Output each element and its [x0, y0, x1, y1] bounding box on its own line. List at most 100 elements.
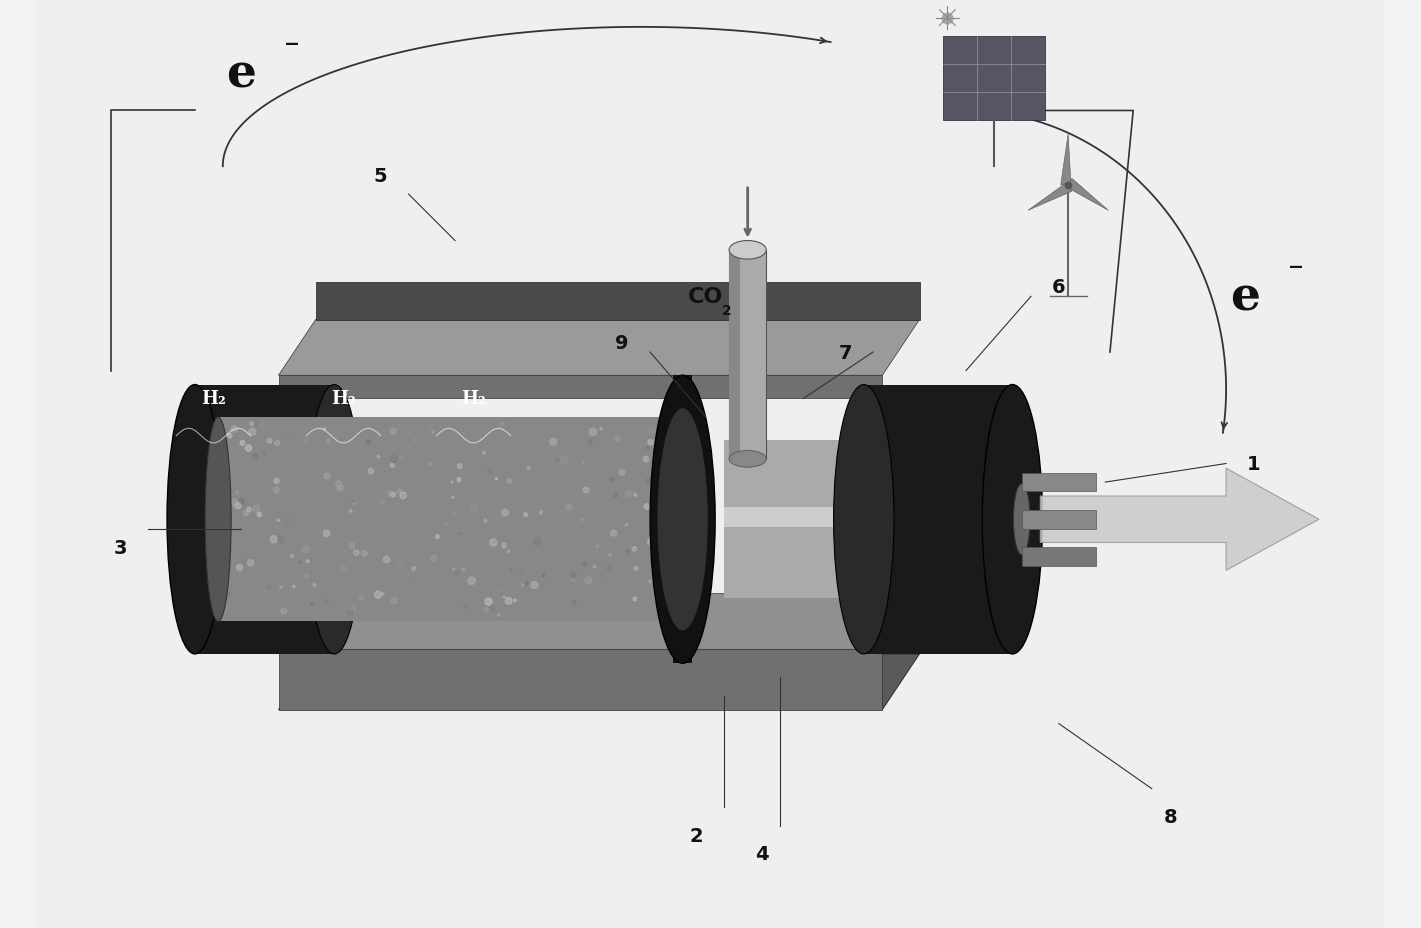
Circle shape: [358, 595, 364, 601]
Text: 2: 2: [722, 303, 732, 318]
Circle shape: [468, 577, 475, 585]
Circle shape: [311, 602, 313, 605]
Circle shape: [507, 550, 510, 553]
Circle shape: [247, 508, 252, 512]
FancyBboxPatch shape: [340, 418, 364, 622]
Circle shape: [277, 520, 280, 522]
Circle shape: [458, 478, 460, 482]
Polygon shape: [942, 37, 1044, 121]
Circle shape: [350, 510, 352, 512]
Circle shape: [607, 567, 611, 571]
Circle shape: [647, 479, 651, 484]
Circle shape: [267, 586, 271, 589]
Circle shape: [246, 445, 252, 452]
Text: 4: 4: [755, 844, 769, 863]
Circle shape: [391, 493, 395, 497]
Circle shape: [377, 456, 379, 458]
Text: 1: 1: [1248, 455, 1260, 473]
Circle shape: [583, 562, 587, 566]
Circle shape: [490, 605, 495, 611]
Point: [936, 11, 959, 26]
FancyBboxPatch shape: [195, 418, 219, 622]
Point: [1057, 178, 1080, 193]
Circle shape: [250, 422, 253, 426]
Circle shape: [361, 551, 367, 557]
FancyBboxPatch shape: [581, 418, 605, 622]
Circle shape: [415, 439, 418, 442]
Circle shape: [610, 478, 614, 483]
Circle shape: [381, 593, 384, 596]
Circle shape: [659, 542, 662, 546]
Circle shape: [307, 561, 310, 563]
FancyBboxPatch shape: [412, 418, 436, 622]
Circle shape: [463, 569, 465, 571]
Circle shape: [522, 585, 524, 586]
Circle shape: [335, 482, 341, 487]
Circle shape: [634, 566, 638, 571]
Circle shape: [594, 565, 597, 568]
Circle shape: [537, 509, 540, 513]
Circle shape: [556, 458, 558, 462]
Circle shape: [298, 561, 301, 564]
Circle shape: [571, 600, 576, 605]
Circle shape: [327, 440, 331, 444]
Text: e: e: [226, 51, 256, 97]
FancyBboxPatch shape: [243, 418, 267, 622]
Circle shape: [227, 434, 232, 438]
Ellipse shape: [183, 418, 206, 622]
Text: H₂: H₂: [462, 390, 486, 408]
Circle shape: [485, 520, 487, 522]
Circle shape: [287, 434, 293, 439]
Circle shape: [276, 526, 279, 529]
Circle shape: [408, 582, 411, 585]
Ellipse shape: [657, 408, 708, 631]
Circle shape: [402, 495, 406, 500]
Circle shape: [503, 546, 506, 548]
FancyBboxPatch shape: [315, 418, 340, 622]
Circle shape: [306, 574, 308, 578]
Circle shape: [223, 584, 227, 588]
Circle shape: [360, 513, 364, 517]
Circle shape: [644, 504, 649, 509]
Circle shape: [647, 447, 648, 449]
Circle shape: [230, 553, 233, 556]
Circle shape: [487, 441, 490, 443]
Circle shape: [614, 494, 618, 497]
FancyBboxPatch shape: [533, 418, 557, 622]
Circle shape: [583, 462, 584, 464]
Polygon shape: [279, 376, 882, 399]
FancyBboxPatch shape: [630, 418, 654, 622]
Polygon shape: [279, 594, 919, 650]
Circle shape: [659, 449, 664, 453]
Circle shape: [429, 424, 433, 429]
Circle shape: [431, 555, 436, 561]
Circle shape: [270, 536, 277, 543]
Circle shape: [611, 531, 617, 536]
FancyBboxPatch shape: [1022, 473, 1096, 492]
FancyBboxPatch shape: [364, 418, 388, 622]
Circle shape: [452, 497, 455, 499]
Circle shape: [450, 482, 453, 483]
Circle shape: [350, 544, 355, 549]
Circle shape: [524, 513, 527, 517]
Circle shape: [384, 557, 389, 563]
Circle shape: [337, 485, 344, 492]
Circle shape: [225, 515, 227, 520]
FancyBboxPatch shape: [267, 418, 291, 622]
Circle shape: [550, 439, 557, 445]
Text: H₂: H₂: [200, 390, 226, 408]
Circle shape: [348, 610, 354, 615]
Circle shape: [247, 560, 254, 566]
FancyBboxPatch shape: [37, 0, 1384, 928]
Circle shape: [500, 588, 503, 592]
Circle shape: [453, 571, 459, 575]
Circle shape: [436, 535, 439, 539]
Circle shape: [347, 578, 351, 583]
Circle shape: [338, 486, 342, 490]
Circle shape: [506, 598, 512, 604]
Circle shape: [603, 523, 607, 528]
Circle shape: [483, 452, 486, 455]
Circle shape: [487, 470, 492, 474]
FancyBboxPatch shape: [219, 418, 682, 622]
Circle shape: [470, 475, 476, 481]
